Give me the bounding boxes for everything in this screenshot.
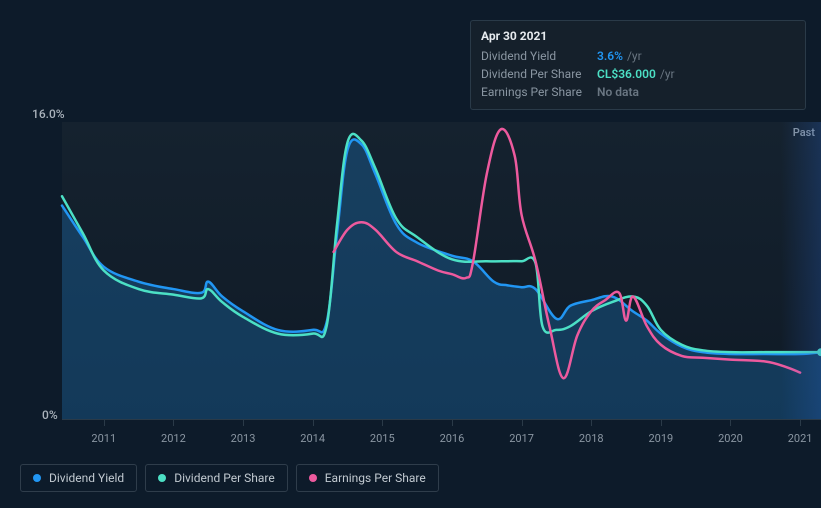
xtick-mark	[173, 420, 174, 426]
xtick-mark	[452, 420, 453, 426]
y-axis-max-label: 16.0%	[32, 107, 65, 121]
xtick-label: 2011	[91, 432, 116, 445]
tooltip-date: Apr 30 2021	[481, 29, 795, 47]
legend-item-dividend-per-share[interactable]: Dividend Per Share	[145, 464, 288, 492]
series-fill-dividend_yield	[62, 139, 821, 419]
legend-item-dividend-yield[interactable]: Dividend Yield	[20, 464, 137, 492]
legend-label: Dividend Yield	[49, 471, 124, 485]
xtick-label: 2012	[161, 432, 186, 445]
legend-dot-icon	[33, 474, 41, 482]
tooltip-row: Dividend Yield3.6% /yr	[481, 47, 795, 65]
tooltip-row-value: No data	[597, 85, 639, 99]
tooltip-row-label: Earnings Per Share	[481, 85, 597, 99]
xtick-label: 2020	[718, 432, 743, 445]
xtick-label: 2014	[300, 432, 325, 445]
xtick-label: 2017	[509, 432, 534, 445]
tooltip-row-unit: /yr	[627, 49, 642, 63]
legend-item-earnings-per-share[interactable]: Earnings Per Share	[296, 464, 439, 492]
xtick-mark	[522, 420, 523, 426]
xtick-mark	[730, 420, 731, 426]
tooltip-row: Dividend Per ShareCL$36.000/yr	[481, 65, 795, 83]
xtick-mark	[661, 420, 662, 426]
xtick-label: 2013	[231, 432, 256, 445]
chart-plot-area[interactable]: Past	[62, 122, 821, 420]
y-axis-min-label: 0%	[42, 408, 58, 422]
xtick-mark	[591, 420, 592, 426]
chart-tooltip: Apr 30 2021 Dividend Yield3.6%/yrDividen…	[470, 20, 806, 110]
xtick-mark	[800, 420, 801, 426]
xtick-mark	[104, 420, 105, 426]
chart-lines	[62, 122, 821, 419]
tooltip-row-label: Dividend Per Share	[481, 67, 597, 81]
tooltip-row-value: 3.6%	[597, 49, 623, 63]
xtick-label: 2016	[440, 432, 465, 445]
legend-dot-icon	[158, 474, 166, 482]
xtick-mark	[382, 420, 383, 426]
xtick-label: 2021	[788, 432, 813, 445]
chart-legend: Dividend Yield Dividend Per Share Earnings…	[20, 464, 439, 492]
xtick-label: 2019	[648, 432, 673, 445]
x-axis: 2011 2012 2013 2014 2015 2016 2017 2018 2019 2020…	[62, 420, 821, 444]
tooltip-row: Earnings Per ShareNo data	[481, 83, 795, 101]
tooltip-rows: Dividend Yield3.6%/yrDividend Per ShareC…	[481, 47, 795, 101]
xtick-mark	[313, 420, 314, 426]
tooltip-row-label: Dividend Yield	[481, 49, 597, 63]
legend-label: Earnings Per Share	[325, 471, 426, 485]
xtick-label: 2018	[579, 432, 604, 445]
legend-dot-icon	[309, 474, 317, 482]
legend-label: Dividend Per Share	[174, 471, 275, 485]
xtick-mark	[243, 420, 244, 426]
tooltip-row-unit: /yr	[660, 67, 675, 81]
xtick-label: 2015	[370, 432, 395, 445]
tooltip-row-value: CL$36.000	[597, 67, 656, 81]
